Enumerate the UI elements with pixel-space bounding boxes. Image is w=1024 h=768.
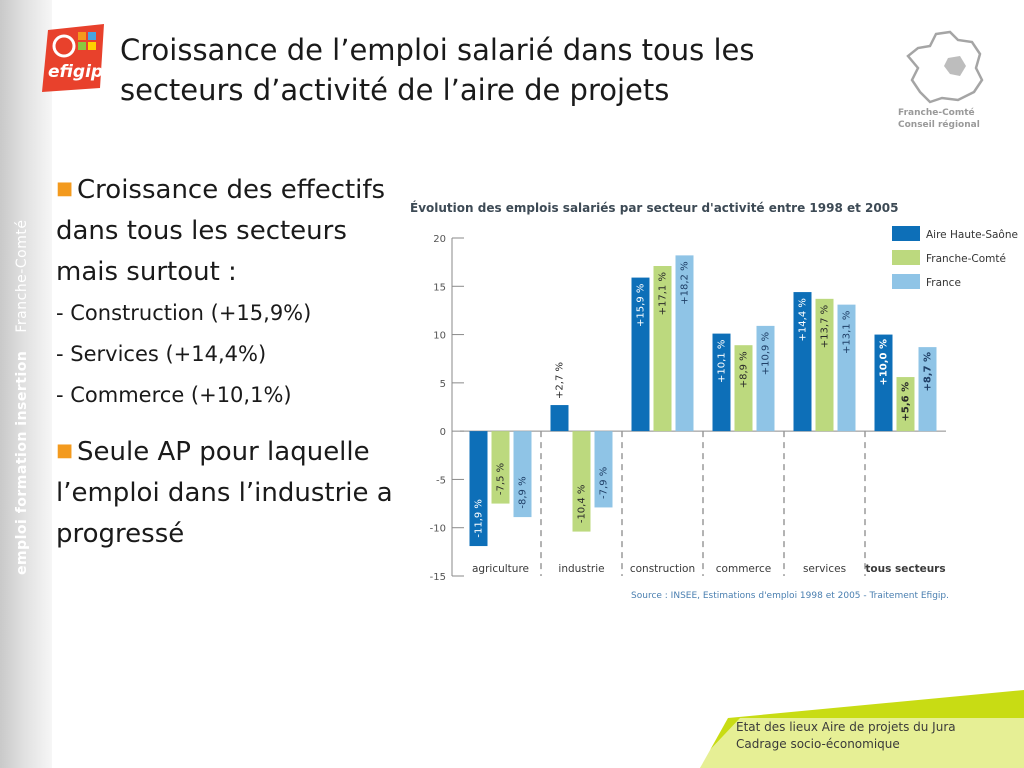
bar xyxy=(594,431,613,508)
bar-data-label: +5,6 % xyxy=(901,382,912,422)
bullet-list: ■ Croissance des effectifs dans tous les … xyxy=(56,168,408,555)
chart-title: Évolution des emplois salariés par secte… xyxy=(410,200,898,215)
footer-text: Etat des lieux Aire de projets du Jura C… xyxy=(736,719,956,753)
bar-data-label: +8,7 % xyxy=(923,352,934,392)
sub-bullet-services: - Services (+14,4%) xyxy=(56,342,267,366)
legend-swatch xyxy=(892,250,920,265)
region-logo-line-1: Franche-Comté xyxy=(898,108,975,118)
bullet-2-text: Seule AP pour laquelle l’emploi dans l’i… xyxy=(56,437,393,549)
bar-chart: Évolution des emplois salariés par secte… xyxy=(410,200,1018,601)
sub-bullet-construction: - Construction (+15,9%) xyxy=(56,301,312,325)
category-label: industrie xyxy=(558,563,604,575)
category-label: commerce xyxy=(716,563,771,575)
bar xyxy=(550,405,569,432)
france-map-icon xyxy=(906,30,984,104)
bar xyxy=(653,266,672,432)
y-tick-label: -5 xyxy=(436,475,446,486)
bar xyxy=(918,347,937,432)
bar-data-label: +2,7 % xyxy=(555,362,566,399)
page-title: Croissance de l’emploi salarié dans tous… xyxy=(120,30,900,110)
bar xyxy=(572,431,591,532)
bar-data-label: +14,4 % xyxy=(798,298,809,341)
footer-line-2: Cadrage socio-économique xyxy=(736,737,900,751)
category-label: agriculture xyxy=(472,563,529,575)
bar-data-label: +10,1 % xyxy=(717,340,728,383)
bar xyxy=(631,277,650,432)
category-label: tous secteurs xyxy=(865,563,945,575)
bar-data-label: +17,1 % xyxy=(658,272,669,315)
legend-swatch xyxy=(892,274,920,289)
side-strip xyxy=(0,0,52,768)
bar-data-label: +10,9 % xyxy=(761,332,772,375)
category-label: construction xyxy=(630,563,695,575)
bullet-1-text: Croissance des effectifs dans tous les s… xyxy=(56,175,386,287)
bar xyxy=(874,334,893,432)
y-tick-label: 0 xyxy=(440,427,446,438)
bullet-2: ■ Seule AP pour laquelle l’emploi dans l’… xyxy=(56,430,408,555)
bar xyxy=(712,333,731,432)
title-line-1: Croissance de l’emploi salarié dans tous… xyxy=(120,33,755,67)
bar xyxy=(896,377,915,432)
bar xyxy=(675,255,694,432)
side-text: emploi formation insertion Franche-Comté xyxy=(14,220,30,575)
bar xyxy=(756,325,775,432)
brand-text: efigip xyxy=(48,62,103,82)
legend-label: France xyxy=(926,277,961,289)
title-line-2: secteurs d’activité de l’aire de projets xyxy=(120,73,670,107)
region-logo-line-2: Conseil régional xyxy=(898,120,980,130)
y-tick-label: -15 xyxy=(430,572,446,583)
bar-data-label: +15,9 % xyxy=(636,284,647,327)
bar xyxy=(491,431,510,504)
y-tick-label: 15 xyxy=(433,282,446,293)
y-tick-label: -10 xyxy=(430,524,446,535)
bar-data-label: +13,1 % xyxy=(842,311,853,354)
bar xyxy=(793,292,812,432)
bar-data-label: -8,9 % xyxy=(518,476,529,508)
bar xyxy=(734,345,753,432)
bar-data-label: -7,5 % xyxy=(496,463,507,495)
bar-data-label: -11,9 % xyxy=(474,499,485,538)
side-text-tagline: emploi formation insertion xyxy=(14,350,30,575)
footer-line-1: Etat des lieux Aire de projets du Jura xyxy=(736,720,956,734)
side-text-region: Franche-Comté xyxy=(14,219,30,333)
bar-data-label: -10,4 % xyxy=(577,485,588,524)
bar-data-label: +13,7 % xyxy=(820,305,831,348)
bar xyxy=(837,304,856,432)
bar xyxy=(469,431,488,547)
bar-data-label: +18,2 % xyxy=(680,261,691,304)
y-tick-label: 20 xyxy=(433,234,446,245)
bullet-1: ■ Croissance des effectifs dans tous les … xyxy=(56,168,408,293)
y-tick-label: 5 xyxy=(440,379,446,390)
bar-data-label: -7,9 % xyxy=(599,467,610,499)
bar-data-label: +10,0 % xyxy=(879,339,890,386)
category-label: services xyxy=(803,563,846,575)
bullet-square-icon: ■ xyxy=(56,178,74,199)
y-tick-label: 10 xyxy=(433,331,446,342)
efigip-logo: efigip xyxy=(42,24,104,92)
footer-band xyxy=(700,690,1024,768)
legend-label: Franche-Comté xyxy=(926,253,1006,265)
legend-label: Aire Haute-Saône xyxy=(926,229,1018,241)
bullet-square-icon: ■ xyxy=(56,440,74,461)
bar xyxy=(513,431,532,518)
legend-swatch xyxy=(892,226,920,241)
region-logo: Franche-Comté Conseil régional xyxy=(896,28,996,136)
sub-bullet-commerce: - Commerce (+10,1%) xyxy=(56,383,292,407)
bar-data-label: +8,9 % xyxy=(739,351,750,388)
chart-source: Source : INSEE, Estimations d'emploi 199… xyxy=(631,591,949,601)
bar xyxy=(815,298,834,432)
